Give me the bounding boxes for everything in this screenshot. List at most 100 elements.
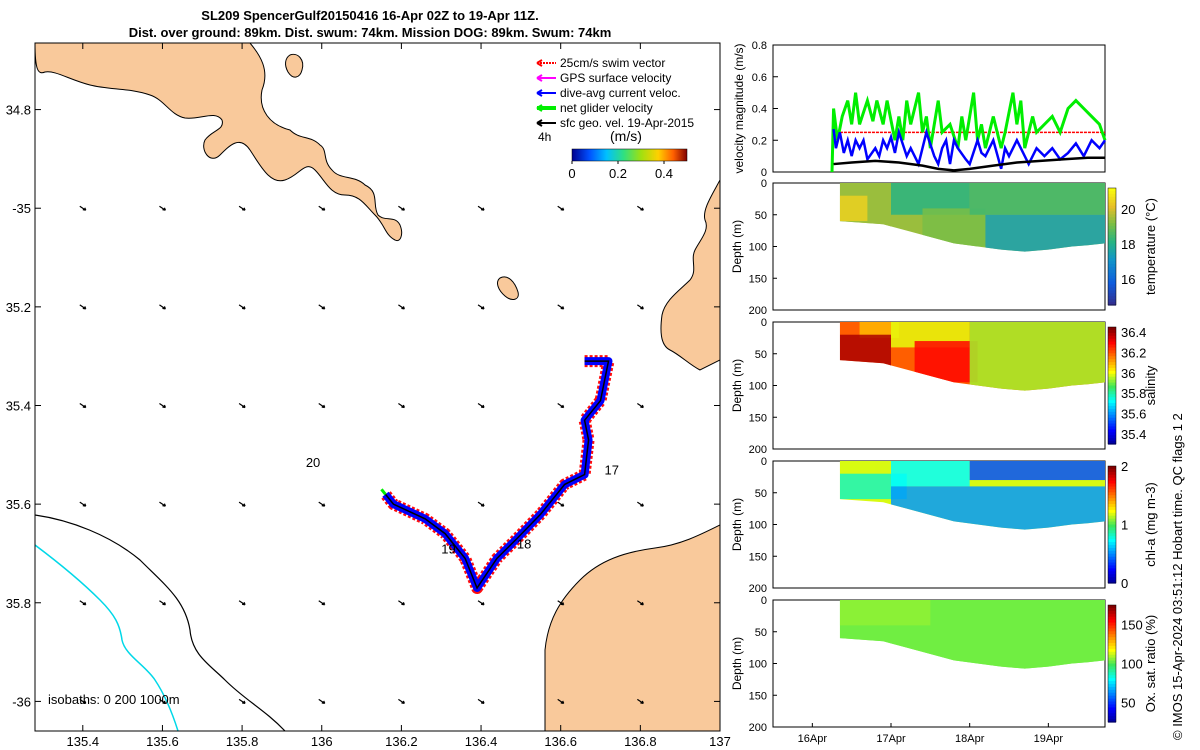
map-y-tick-label: -35 — [12, 201, 31, 216]
geo-velocity-arrow — [238, 600, 246, 606]
colorbar-units: (m/s) — [610, 128, 642, 144]
land-east-coast — [660, 179, 720, 371]
geo-velocity-arrow — [318, 205, 326, 211]
geo-velocity-arrow — [159, 304, 166, 310]
geo-velocity-arrow — [637, 402, 644, 409]
geo-velocity-arrow — [557, 304, 565, 310]
geo-velocity-arrow — [159, 402, 166, 409]
map-colorbar — [571, 148, 688, 162]
geo-velocity-arrow — [318, 501, 326, 507]
geo-velocity-arrow — [557, 698, 565, 705]
geo-velocity-arrow — [398, 205, 405, 211]
imos-stamp-text: © IMOS 15-Apr-2024 03:51:12 Hobart time.… — [1170, 413, 1185, 740]
map-y-tick-label: 35.6 — [6, 497, 31, 512]
map-x-tick-label: 136.2 — [385, 734, 418, 749]
geo-velocity-arrow — [79, 600, 87, 606]
map-x-tick-label: 136 — [311, 734, 333, 749]
geo-velocity-arrow — [79, 402, 87, 409]
figure-title-line-2: Dist. over ground: 89km. Dist. swum: 74k… — [128, 25, 612, 40]
geo-velocity-arrow — [79, 501, 87, 507]
geo-velocity-arrow — [398, 402, 405, 409]
land-yorke-peninsula — [35, 43, 403, 242]
geo-velocity-arrow — [637, 304, 644, 310]
map-y-tick-label: 35.4 — [6, 398, 31, 413]
geo-velocity-arrow — [398, 600, 405, 606]
day-label: 17 — [605, 463, 619, 478]
map-x-tick-label: 136.6 — [544, 734, 577, 749]
geo-velocity-arrow — [477, 501, 485, 507]
legend-arrowhead — [536, 104, 543, 112]
legend-entry: 25cm/s swim vector — [560, 56, 665, 70]
geo-velocity-arrow — [637, 501, 644, 507]
geo-velocity-arrow — [238, 698, 246, 705]
land-kangaroo-island — [544, 524, 720, 731]
day-labels: 20 19 18 17 — [306, 455, 619, 556]
legend-arrowhead — [536, 89, 543, 97]
map-x-tick-label: 135.6 — [146, 734, 179, 749]
legend-arrowhead — [536, 59, 543, 67]
map-y-tick-label: 35.8 — [6, 596, 31, 611]
geo-velocity-arrow — [557, 501, 565, 507]
geostrophic-velocity-arrows — [79, 205, 644, 705]
map-y-tick-label: 35.2 — [6, 300, 31, 315]
geo-velocity-arrow — [557, 205, 565, 211]
geo-velocity-arrow — [477, 304, 485, 310]
glider-track — [380, 355, 615, 594]
isobath-cyan — [35, 544, 179, 731]
geo-velocity-arrow — [79, 304, 87, 310]
geo-velocity-arrow — [477, 698, 485, 705]
map-x-tick-label: 136.4 — [465, 734, 498, 749]
geo-velocity-arrow — [477, 600, 485, 606]
geo-velocity-arrow — [637, 600, 644, 606]
map-y-tick-label: -36 — [12, 694, 31, 709]
legend-arrowhead — [536, 74, 543, 82]
legend-entry: net glider velocity — [560, 101, 653, 115]
geo-velocity-arrow — [79, 205, 87, 211]
geo-velocity-arrow — [238, 402, 246, 409]
map-axes: 135.4 135.6 135.8 136 136.2 136.4 136.6 136.8 13… — [6, 43, 731, 749]
legend-entry: dive-avg current veloc. — [560, 86, 681, 100]
legend-entry: GPS surface velocity — [560, 71, 671, 85]
geo-velocity-arrow — [79, 698, 87, 705]
map-x-tick-label: 135.4 — [67, 734, 100, 749]
geo-velocity-arrow — [159, 501, 166, 507]
geo-velocity-arrow — [318, 600, 326, 606]
island-east — [285, 53, 304, 78]
island-tumby — [497, 276, 519, 300]
map-y-tick-label: 34.8 — [6, 103, 31, 118]
geo-velocity-arrow — [318, 698, 326, 705]
geo-velocity-arrow — [398, 698, 405, 705]
legend-arrowhead — [536, 119, 543, 127]
geo-velocity-arrow — [318, 304, 326, 310]
map-colorbar-tick-label: 0.4 — [655, 166, 673, 181]
figure-title-line-1: SL209 SpencerGulf20150416 16-Apr 02Z to … — [201, 8, 539, 23]
geo-velocity-arrow — [557, 600, 565, 606]
map-frame — [34, 42, 721, 732]
geo-velocity-arrow — [637, 698, 644, 705]
isobaths-label: isobaths: 0 200 1000m — [48, 692, 180, 707]
geo-velocity-arrow — [238, 205, 246, 211]
day-label: 20 — [306, 455, 320, 470]
geo-velocity-arrow — [557, 402, 565, 409]
map-colorbar-ticks: 0 0.2 0.4 — [568, 161, 673, 181]
geo-velocity-arrow — [159, 698, 166, 705]
map-x-tick-label: 137 — [709, 734, 731, 749]
geo-velocity-arrow — [159, 205, 166, 211]
geo-velocity-arrow — [477, 402, 485, 409]
net-velocity-mark — [380, 488, 387, 496]
geo-velocity-arrow — [398, 304, 405, 310]
geo-velocity-arrow — [477, 205, 485, 211]
geo-velocity-arrow — [238, 501, 246, 507]
legend-entry: sfc geo. vel. 19-Apr-2015 — [560, 116, 694, 130]
legend-note: 4h — [538, 130, 551, 144]
map-colorbar-tick-label: 0.2 — [609, 166, 627, 181]
geo-velocity-arrow — [159, 600, 166, 606]
track-line — [384, 360, 610, 590]
geo-velocity-arrow — [637, 205, 644, 211]
coastline-southwest — [35, 514, 286, 731]
map-x-tick-label: 135.8 — [226, 734, 259, 749]
day-label: 18 — [517, 537, 531, 552]
map-x-tick-label: 136.8 — [624, 734, 657, 749]
